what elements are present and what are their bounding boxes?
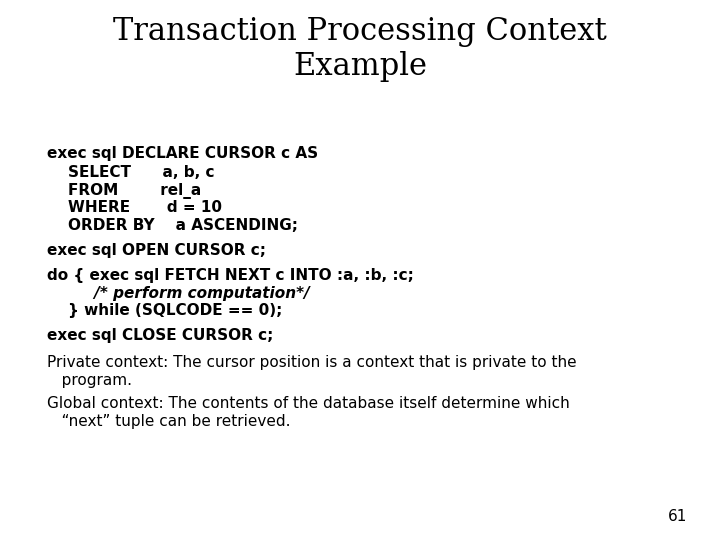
Text: Global context: The contents of the database itself determine which: Global context: The contents of the data…: [47, 396, 570, 411]
Text: WHERE       d = 10: WHERE d = 10: [47, 200, 222, 215]
Text: Transaction Processing Context
Example: Transaction Processing Context Example: [113, 16, 607, 82]
Text: exec sql OPEN CURSOR c;: exec sql OPEN CURSOR c;: [47, 243, 266, 258]
Text: } while (SQLCODE == 0);: } while (SQLCODE == 0);: [47, 303, 282, 319]
Text: exec sql CLOSE CURSOR c;: exec sql CLOSE CURSOR c;: [47, 328, 273, 343]
Text: FROM        rel_a: FROM rel_a: [47, 183, 201, 199]
Text: SELECT      a, b, c: SELECT a, b, c: [47, 165, 215, 180]
Text: Private context: The cursor position is a context that is private to the: Private context: The cursor position is …: [47, 355, 577, 370]
Text: do { exec sql FETCH NEXT c INTO :a, :b, :c;: do { exec sql FETCH NEXT c INTO :a, :b, …: [47, 268, 414, 283]
Text: exec sql DECLARE CURSOR c AS: exec sql DECLARE CURSOR c AS: [47, 146, 318, 161]
Text: “next” tuple can be retrieved.: “next” tuple can be retrieved.: [47, 414, 290, 429]
Text: ORDER BY    a ASCENDING;: ORDER BY a ASCENDING;: [47, 218, 298, 233]
Text: /* perform computation*/: /* perform computation*/: [47, 286, 310, 301]
Text: program.: program.: [47, 373, 132, 388]
Text: 61: 61: [668, 509, 688, 524]
